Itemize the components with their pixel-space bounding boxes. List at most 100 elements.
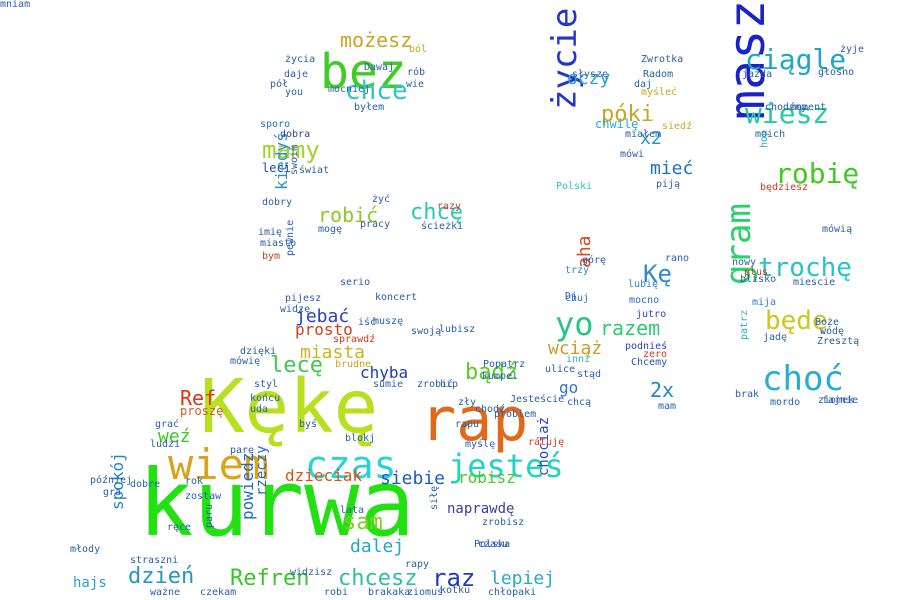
cloud-word: mniam: [0, 0, 31, 10]
cloud-word: raz: [432, 564, 476, 592]
cloud-word: paru: [204, 503, 215, 528]
cloud-word: kumpel: [482, 371, 519, 382]
cloud-word: wódę: [820, 326, 845, 337]
cloud-word: chyba: [360, 363, 409, 382]
cloud-word: wiesz: [745, 97, 830, 130]
cloud-word: dobra: [280, 129, 311, 140]
cloud-word: dzień: [128, 564, 195, 589]
cloud-word: rób: [407, 67, 426, 78]
cloud-word: miescie: [793, 277, 836, 288]
cloud-word: chłopaki: [488, 587, 537, 598]
cloud-word: świat: [299, 165, 330, 176]
cloud-word: miasto: [260, 238, 297, 249]
cloud-word: lubisz: [439, 324, 476, 335]
cloud-word: widzisz: [290, 567, 333, 578]
cloud-word: zostaw: [185, 491, 222, 502]
cloud-word: 2x: [650, 378, 675, 402]
cloud-word: życia: [285, 54, 316, 65]
cloud-word: mówi: [620, 149, 645, 160]
cloud-word: brak: [735, 389, 760, 400]
cloud-word: dzięki: [240, 346, 277, 357]
cloud-word: yo: [555, 305, 594, 343]
cloud-word: grać: [155, 419, 180, 430]
cloud-word: Kękę: [200, 364, 379, 450]
cloud-word: rapu: [455, 419, 480, 430]
cloud-word: chwilę: [595, 117, 639, 131]
cloud-word: jebać: [295, 306, 350, 327]
cloud-word: żyć: [372, 194, 391, 205]
cloud-word: Dawaj: [364, 62, 395, 73]
cloud-word: serio: [340, 277, 371, 288]
cloud-word: sporo: [260, 119, 291, 130]
cloud-word: prosto: [295, 320, 353, 339]
cloud-word: Popatrz: [483, 359, 526, 370]
cloud-word: robi: [324, 587, 349, 598]
cloud-word: daje: [284, 69, 309, 80]
cloud-word: jesteś: [448, 447, 564, 485]
cloud-word: Ref: [180, 386, 217, 410]
cloud-word: zrobić: [417, 379, 454, 390]
cloud-word: siłę: [429, 485, 440, 510]
cloud-word: ręce: [167, 522, 192, 533]
cloud-word: x2: [640, 128, 662, 149]
cloud-word: swoim: [289, 144, 300, 175]
cloud-word: rap: [420, 385, 529, 455]
cloud-word: siedź: [662, 121, 693, 132]
cloud-word: moich: [755, 129, 786, 140]
cloud-word: życie: [545, 7, 585, 110]
cloud-word: mocniej: [328, 84, 371, 95]
cloud-word: mieć: [650, 158, 694, 179]
cloud-word: chcą: [567, 397, 592, 408]
cloud-word: brudne: [335, 359, 372, 370]
cloud-word: Dj: [565, 291, 578, 302]
cloud-word: lubię: [628, 279, 659, 290]
cloud-word: ziomek: [818, 395, 855, 406]
cloud-word: dobre: [130, 479, 161, 490]
cloud-word: dobry: [262, 197, 293, 208]
cloud-word: podnieś: [625, 341, 668, 352]
cloud-word: nowy: [732, 257, 757, 268]
cloud-word: myśleć: [641, 87, 678, 98]
cloud-word: rok: [185, 476, 204, 487]
cloud-word: bym: [262, 251, 281, 262]
cloud-word: kotku: [440, 585, 471, 596]
cloud-word: robisz: [458, 468, 516, 487]
cloud-word: sumie: [373, 379, 404, 390]
cloud-word: hajs: [73, 575, 107, 591]
cloud-word: czekam: [200, 587, 237, 598]
cloud-word: piją: [656, 179, 681, 190]
cloud-word: możesz: [340, 28, 413, 52]
cloud-word: Polski: [556, 181, 593, 192]
cloud-word: trzy: [565, 265, 590, 276]
cloud-word: siebie: [380, 468, 446, 489]
cloud-word: ziomuś: [407, 587, 444, 598]
cloud-word: oczy: [567, 68, 611, 89]
cloud-word: zły: [458, 397, 477, 408]
cloud-word: pewnie: [285, 219, 296, 256]
cloud-word: styl: [254, 379, 279, 390]
cloud-word: miałem: [625, 129, 662, 140]
cloud-word: wie: [406, 79, 425, 90]
cloud-word: zrobisz: [482, 517, 525, 528]
cloud-word: robić: [318, 203, 379, 227]
cloud-word: ulice: [545, 364, 576, 375]
cloud-word: mordo: [770, 397, 801, 408]
cloud-word: myślę: [465, 439, 496, 450]
cloud-word: chcę: [410, 200, 463, 225]
cloud-word: mówią: [822, 224, 853, 235]
cloud-word: sprawdź: [333, 334, 376, 345]
cloud-word: parę: [230, 445, 255, 456]
cloud-word: daj: [634, 79, 653, 90]
cloud-word: górę: [582, 255, 607, 266]
cloud-word: głośno: [818, 67, 855, 78]
cloud-word: później: [90, 475, 133, 486]
cloud-word: ratuję: [528, 437, 565, 448]
cloud-word: czasu: [478, 539, 509, 550]
cloud-word: dalej: [350, 536, 405, 557]
cloud-word: mamy: [262, 136, 320, 164]
cloud-word: iść: [358, 317, 377, 328]
cloud-word: sam: [343, 510, 383, 535]
cloud-word: jadę: [763, 332, 788, 343]
cloud-word: swoją: [411, 326, 442, 337]
